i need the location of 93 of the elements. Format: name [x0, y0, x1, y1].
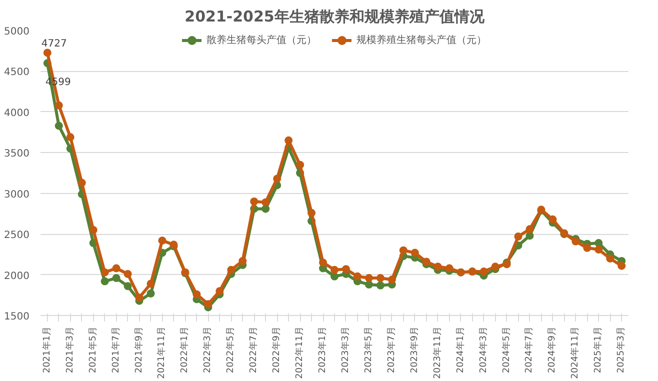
point: [308, 208, 316, 217]
point: [146, 280, 155, 288]
x-tick-label: 2024年1月: [454, 326, 466, 374]
point: [583, 244, 592, 252]
x-tick-label: 2024年3月: [478, 326, 489, 374]
y-tick-label: 2500: [4, 230, 30, 242]
point: [227, 266, 236, 274]
point: [135, 294, 144, 302]
x-tick-label: 2022年5月: [225, 326, 236, 374]
point: [78, 178, 86, 187]
x-tick-label: 2021年5月: [87, 326, 98, 374]
point: [445, 264, 454, 272]
point: [364, 274, 373, 282]
x-tick-label: 2024年7月: [524, 326, 535, 374]
point: [284, 136, 293, 144]
point: [238, 256, 247, 265]
y-tick-label: 5000: [4, 26, 30, 38]
point: [364, 280, 373, 289]
y-tick-label: 2000: [4, 270, 30, 282]
point: [422, 258, 430, 266]
point: [273, 174, 282, 183]
point: [66, 133, 74, 142]
point: [262, 204, 270, 213]
point: [216, 287, 224, 296]
point: [606, 254, 614, 262]
point: [594, 239, 603, 248]
chart-title: 2021-2025年生猪散养和规模养殖产值情况: [184, 8, 486, 26]
x-tick-label: 2021年9月: [133, 326, 144, 374]
point: [192, 290, 201, 298]
y-tick-label: 4000: [4, 108, 30, 119]
data-label: 4727: [41, 38, 67, 50]
point: [514, 232, 522, 241]
point: [124, 270, 132, 278]
x-tick-label: 2024年11月: [570, 326, 581, 379]
point: [204, 300, 212, 308]
point: [548, 215, 557, 224]
point: [146, 290, 155, 298]
point: [100, 277, 109, 286]
point: [410, 248, 419, 257]
y-tick-label: 3500: [4, 148, 30, 160]
point: [353, 272, 362, 280]
y-tick-label: 1500: [4, 312, 30, 322]
x-tick-label: 2022年1月: [179, 326, 190, 374]
point: [376, 274, 384, 282]
x-tick-label: 2022年3月: [202, 326, 214, 374]
point: [480, 268, 488, 276]
point: [112, 274, 120, 282]
point: [399, 246, 408, 254]
x-tick-label: 2023年9月: [408, 326, 420, 374]
point: [124, 282, 132, 290]
point: [342, 265, 350, 274]
x-tick-label: 2023年7月: [386, 326, 397, 374]
point: [330, 266, 338, 274]
y-tick-label: 3000: [4, 189, 30, 200]
point: [262, 198, 270, 206]
x-tick-label: 2021年1月: [41, 326, 52, 374]
legend-label: 规模养殖生猪每头产值（元）: [356, 34, 486, 47]
point: [618, 262, 626, 270]
point: [100, 268, 109, 276]
x-tick-label: 2024年9月: [546, 326, 558, 374]
point: [319, 258, 328, 267]
x-tick-label: 2023年11月: [432, 326, 443, 379]
point: [526, 232, 534, 240]
point: [594, 246, 603, 254]
x-tick-label: 2023年5月: [362, 326, 374, 374]
point: [526, 225, 534, 234]
x-tick-label: 2021年3月: [64, 326, 76, 374]
point: [376, 281, 384, 290]
point: [43, 48, 52, 57]
point: [388, 276, 396, 284]
point: [330, 272, 338, 280]
legend-label: 散养生猪每头产值（元）: [206, 34, 316, 47]
x-tick-label: 2022年11月: [294, 326, 306, 379]
point: [491, 262, 500, 271]
point: [89, 226, 98, 234]
x-tick-label: 2024年5月: [500, 326, 512, 374]
x-tick-label: 2022年7月: [248, 326, 260, 374]
x-tick-label: 2025年1月: [592, 326, 604, 374]
x-tick-label: 2021年7月: [110, 326, 122, 374]
x-tick-label: 2021年11月: [156, 326, 168, 379]
point: [572, 237, 580, 246]
point: [112, 264, 120, 272]
x-tick-label: 2025年3月: [616, 326, 627, 374]
point: [434, 262, 442, 271]
point: [54, 122, 63, 130]
point: [250, 198, 258, 206]
x-tick-label: 2023年1月: [317, 326, 328, 374]
x-tick-label: 2023年3月: [340, 326, 351, 374]
y-tick-label: 4500: [4, 67, 30, 78]
x-tick-label: 2022年9月: [271, 326, 282, 374]
point: [296, 160, 304, 169]
point: [54, 101, 63, 110]
point: [158, 236, 166, 245]
